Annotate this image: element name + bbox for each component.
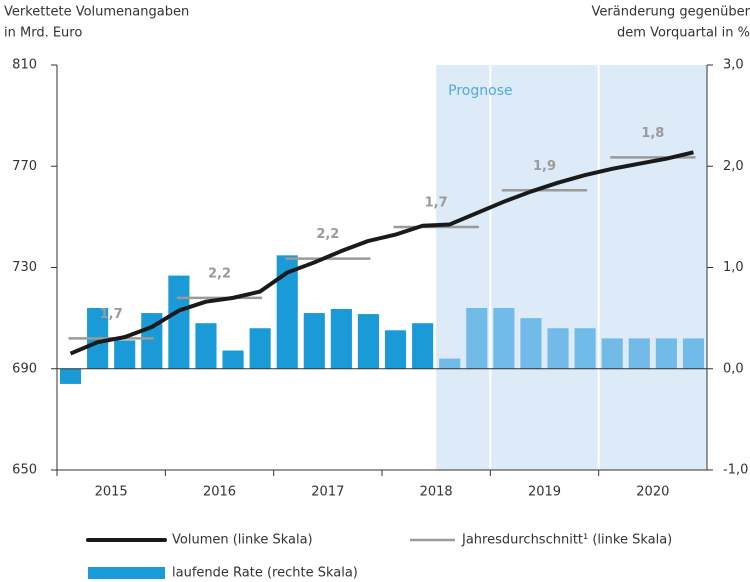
bar xyxy=(303,313,325,369)
bar xyxy=(520,318,542,369)
x-tick-label: 2018 xyxy=(420,485,453,500)
bar xyxy=(222,350,244,369)
bar xyxy=(276,255,298,369)
bar xyxy=(357,314,380,369)
y-axis-title: in Mrd. Euro xyxy=(4,26,82,41)
y2-tick-label: 1,0 xyxy=(723,260,744,275)
bar xyxy=(574,328,596,369)
bar xyxy=(249,328,271,369)
y-tick-label: 730 xyxy=(12,260,37,275)
volume-line xyxy=(69,150,694,356)
x-tick-label: 2020 xyxy=(636,485,669,500)
y2-tick-label: -1,0 xyxy=(723,463,748,478)
bar xyxy=(601,338,623,369)
y-tick-label: 690 xyxy=(12,361,37,376)
bar xyxy=(195,323,217,369)
y-tick-label: 770 xyxy=(12,159,37,174)
y-axis-title: Verkettete Volumenangaben xyxy=(4,5,189,20)
x-tick-label: 2017 xyxy=(311,485,344,500)
y2-tick-label: 2,0 xyxy=(723,159,744,174)
legend-label: laufende Rate (rechte Skala) xyxy=(172,566,358,581)
bar xyxy=(655,338,677,369)
bar xyxy=(114,340,136,369)
prognosis-label: Prognose xyxy=(448,83,512,99)
bar xyxy=(682,338,705,369)
growth-label: 1,7 xyxy=(100,307,123,322)
bar xyxy=(59,368,82,384)
bar xyxy=(330,309,352,369)
bar xyxy=(412,323,434,369)
growth-label: 2,2 xyxy=(316,227,339,242)
legend-label: Volumen (linke Skala) xyxy=(172,533,313,548)
growth-label: 1,7 xyxy=(425,196,448,211)
bar xyxy=(466,308,488,369)
prognosis-area xyxy=(436,65,707,470)
x-tick-label: 2019 xyxy=(528,485,561,500)
bar xyxy=(384,330,407,369)
y2-axis-title: Veränderung gegenüber xyxy=(592,5,750,20)
growth-label: 1,8 xyxy=(641,126,664,141)
legend-label: Jahresdurchschnitt¹ (linke Skala) xyxy=(461,533,672,548)
x-tick-label: 2015 xyxy=(95,485,128,500)
bar xyxy=(547,328,569,369)
legend-swatch xyxy=(88,567,165,579)
y-tick-label: 650 xyxy=(12,463,37,478)
growth-label: 1,9 xyxy=(533,159,556,174)
bar xyxy=(168,275,190,369)
x-tick-label: 2016 xyxy=(203,485,236,500)
bar xyxy=(439,358,461,369)
y2-tick-label: 3,0 xyxy=(723,58,744,73)
bar xyxy=(493,308,515,369)
y-tick-label: 810 xyxy=(12,58,37,73)
y2-tick-label: 0,0 xyxy=(723,361,744,376)
y2-axis-title: dem Vorquartal in % xyxy=(617,26,750,41)
growth-label: 2,2 xyxy=(208,266,231,281)
bar xyxy=(628,338,650,369)
